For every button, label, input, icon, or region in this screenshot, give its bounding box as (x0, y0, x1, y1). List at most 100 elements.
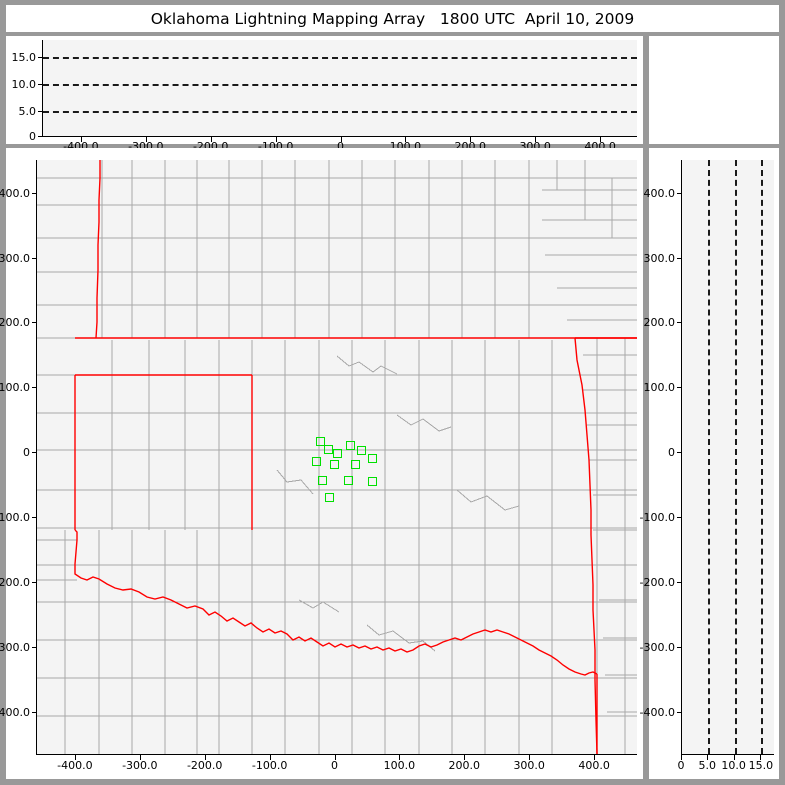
top-x-tick-200 (470, 137, 472, 142)
map-y-tick-100 (32, 387, 37, 389)
map-y-tick-0 (32, 452, 37, 454)
top-panel-y-axis (42, 40, 43, 137)
map-y-label-200: 200.0 (0, 316, 30, 330)
page-title: Oklahoma Lightning Mapping Array 1800 UT… (150, 9, 635, 28)
top-x-tick--300 (145, 137, 147, 142)
right-y-tick-200 (677, 322, 682, 324)
lma-station-marker[interactable] (368, 454, 377, 463)
right-y-label-200: 200.0 (643, 316, 676, 330)
gridline-v-15 (760, 160, 763, 754)
lma-station-marker[interactable] (318, 476, 327, 485)
lma-station-marker[interactable] (346, 441, 355, 450)
map-x-tick--100 (269, 755, 271, 760)
map-y-tick-300 (32, 257, 37, 259)
top-x-tick-0 (340, 137, 342, 142)
map-x-label--100: -100.0 (251, 759, 288, 772)
right-x-tick-0 (681, 755, 682, 760)
map-x-tick-0 (334, 755, 336, 760)
map-x-label-100: 100.0 (383, 759, 416, 772)
map-y-tick--300 (32, 646, 37, 648)
gridline-10 (43, 83, 637, 86)
top-y-label-15: 15.0 (11, 50, 37, 64)
right-y-label--100: -100.0 (639, 511, 675, 525)
lma-station-marker[interactable] (316, 437, 325, 446)
top-panel-x-axis (42, 136, 637, 137)
map-y-label--100: -100.0 (0, 511, 30, 525)
map-x-axis (36, 754, 637, 755)
right-y-tick-0 (677, 452, 682, 454)
lma-station-marker[interactable] (312, 457, 321, 466)
map-y-label-300: 300.0 (0, 251, 30, 265)
map-x-label-0: 0 (331, 759, 338, 772)
top-panel-plot-area (43, 40, 637, 136)
lma-station-marker[interactable] (324, 445, 333, 454)
map-x-label--400: -400.0 (57, 759, 93, 772)
right-y-tick--200 (677, 582, 682, 583)
map-y-label-400: 400.0 (0, 186, 30, 200)
top-y-label-5: 5.0 (18, 104, 37, 118)
map-x-tick--400 (74, 755, 76, 760)
map-x-label--200: -200.0 (186, 759, 223, 772)
map-x-label--300: -300.0 (122, 759, 158, 772)
map-y-tick--200 (32, 582, 37, 583)
map-y-label--400: -400.0 (0, 705, 30, 719)
lma-station-marker[interactable] (344, 476, 353, 485)
right-y-label--200: -200.0 (639, 576, 675, 589)
right-panel-y-axis (681, 160, 682, 755)
top-y-tick-15 (38, 56, 43, 58)
right-y-label-400: 400.0 (643, 186, 676, 200)
map-y-axis (36, 160, 37, 755)
right-y-label--300: -300.0 (639, 640, 675, 654)
map-x-tick--300 (139, 755, 141, 760)
map-x-label-400: 400.0 (578, 759, 610, 772)
right-y-tick-300 (677, 257, 682, 259)
gridline-v-10 (734, 160, 737, 754)
map-x-tick-400 (594, 755, 596, 760)
map-x-tick--200 (204, 755, 206, 760)
map-y-tick-200 (32, 322, 37, 324)
border-colorado-kansas (95, 160, 101, 339)
top-y-tick-10 (38, 83, 43, 85)
map-y-label--200: -200.0 (0, 576, 30, 589)
map-x-label-300: 300.0 (513, 759, 545, 772)
right-y-tick-400 (677, 192, 682, 194)
right-x-tick-5 (707, 755, 709, 760)
map-x-label-200: 200.0 (448, 759, 481, 772)
state-borders (74, 160, 637, 754)
right-x-label-10: 10.0 (721, 759, 746, 772)
lma-station-marker[interactable] (333, 449, 342, 458)
map-y-tick-400 (32, 192, 37, 194)
border-oklahoma-arkansas (574, 337, 598, 754)
map-y-tick--400 (32, 711, 37, 713)
right-y-label-0: 0 (668, 446, 675, 460)
right-x-tick-15 (759, 755, 761, 760)
top-x-tick--400 (80, 137, 82, 142)
right-x-label-15: 15.0 (748, 759, 774, 772)
top-y-label-0: 0 (29, 130, 36, 143)
lma-station-marker[interactable] (357, 446, 366, 455)
right-y-label-100: 100.0 (643, 381, 676, 395)
right-x-label-0: 0 (677, 759, 685, 772)
top-y-tick-0 (38, 136, 43, 137)
lma-station-marker[interactable] (330, 460, 339, 469)
lma-station-marker[interactable] (368, 477, 377, 486)
right-panel-plot-area (682, 160, 774, 754)
right-y-tick--100 (677, 517, 682, 519)
map-plot-area[interactable] (37, 160, 637, 754)
top-x-label-0: 0 (337, 140, 344, 153)
right-y-tick--400 (677, 711, 682, 713)
right-y-tick-100 (677, 387, 682, 389)
map-y-label--300: -300.0 (0, 640, 30, 654)
top-right-panel (649, 36, 779, 144)
map-x-tick-200 (464, 755, 466, 760)
top-x-tick--100 (275, 137, 277, 142)
gridline-v-5 (708, 160, 711, 754)
lma-station-marker[interactable] (325, 493, 334, 502)
right-y-tick--300 (677, 646, 682, 648)
map-x-tick-300 (529, 755, 531, 760)
right-x-tick-10 (733, 755, 735, 760)
right-y-label--400: -400.0 (639, 705, 675, 719)
lma-station-marker[interactable] (351, 460, 360, 469)
right-x-label-5: 5.0 (698, 759, 717, 772)
